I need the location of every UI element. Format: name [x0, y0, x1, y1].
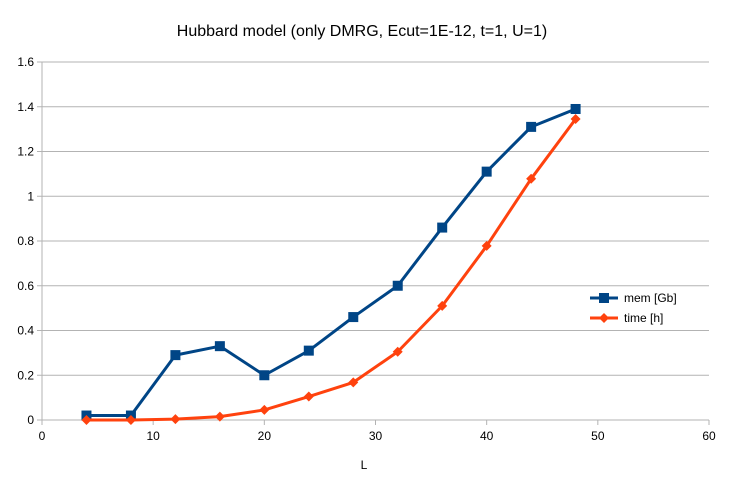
series-line — [86, 107, 577, 418]
data-point — [170, 414, 181, 425]
y-tick-label: 1.2 — [17, 145, 34, 159]
data-point — [570, 114, 581, 125]
plot-area — [81, 103, 581, 425]
y-tick-label: 0.2 — [17, 368, 34, 382]
data-point — [481, 240, 492, 251]
legend-marker — [599, 313, 609, 323]
x-tick-label: 10 — [146, 429, 160, 443]
data-point — [259, 370, 270, 381]
legend-marker — [599, 293, 609, 303]
data-point — [81, 415, 92, 425]
y-tick-label: 1.6 — [17, 55, 34, 69]
data-point — [526, 121, 537, 132]
data-point — [259, 404, 270, 415]
y-tick-label: 0 — [27, 413, 34, 427]
grid-lines — [42, 61, 709, 421]
legend: mem [Gb] time [h] — [590, 291, 677, 325]
y-tick-label: 1 — [27, 189, 34, 203]
data-point — [570, 103, 581, 114]
legend-label: mem [Gb] — [624, 291, 677, 305]
data-point — [481, 166, 492, 177]
x-tick-label: 50 — [591, 429, 605, 443]
x-tick-labels: 0 10 20 30 40 50 60 — [39, 429, 716, 443]
legend-label: time [h] — [624, 311, 663, 325]
data-point — [392, 280, 403, 291]
legend-entry: time [h] — [590, 311, 663, 325]
data-point — [437, 222, 448, 233]
y-tick-labels: 0 0.2 0.4 0.6 0.8 1 1.2 1.4 1.6 — [17, 55, 34, 427]
x-tick-label: 30 — [369, 429, 383, 443]
data-point — [392, 346, 403, 357]
series-line — [86, 118, 577, 422]
chart-title: Hubbard model (only DMRG, Ecut=1E-12, t=… — [177, 23, 547, 40]
data-point — [303, 345, 314, 356]
x-axis-label: L — [361, 458, 368, 472]
data-point — [303, 391, 314, 402]
data-point — [214, 411, 225, 422]
x-tick-label: 40 — [480, 429, 494, 443]
legend-entry: mem [Gb] — [590, 291, 677, 305]
data-point — [437, 300, 448, 311]
x-tick-label: 60 — [702, 429, 716, 443]
data-point — [214, 341, 225, 352]
x-tick-label: 20 — [258, 429, 272, 443]
data-point — [170, 350, 181, 361]
data-point — [348, 377, 359, 388]
data-point — [125, 415, 136, 425]
data-point — [526, 173, 537, 184]
data-point — [348, 312, 359, 323]
y-tick-label: 1.4 — [17, 100, 34, 114]
x-tick-label: 0 — [39, 429, 46, 443]
y-tick-label: 0.6 — [17, 279, 34, 293]
y-tick-label: 0.8 — [17, 234, 34, 248]
series-2 — [81, 114, 581, 425]
y-tick-label: 0.4 — [17, 324, 34, 338]
